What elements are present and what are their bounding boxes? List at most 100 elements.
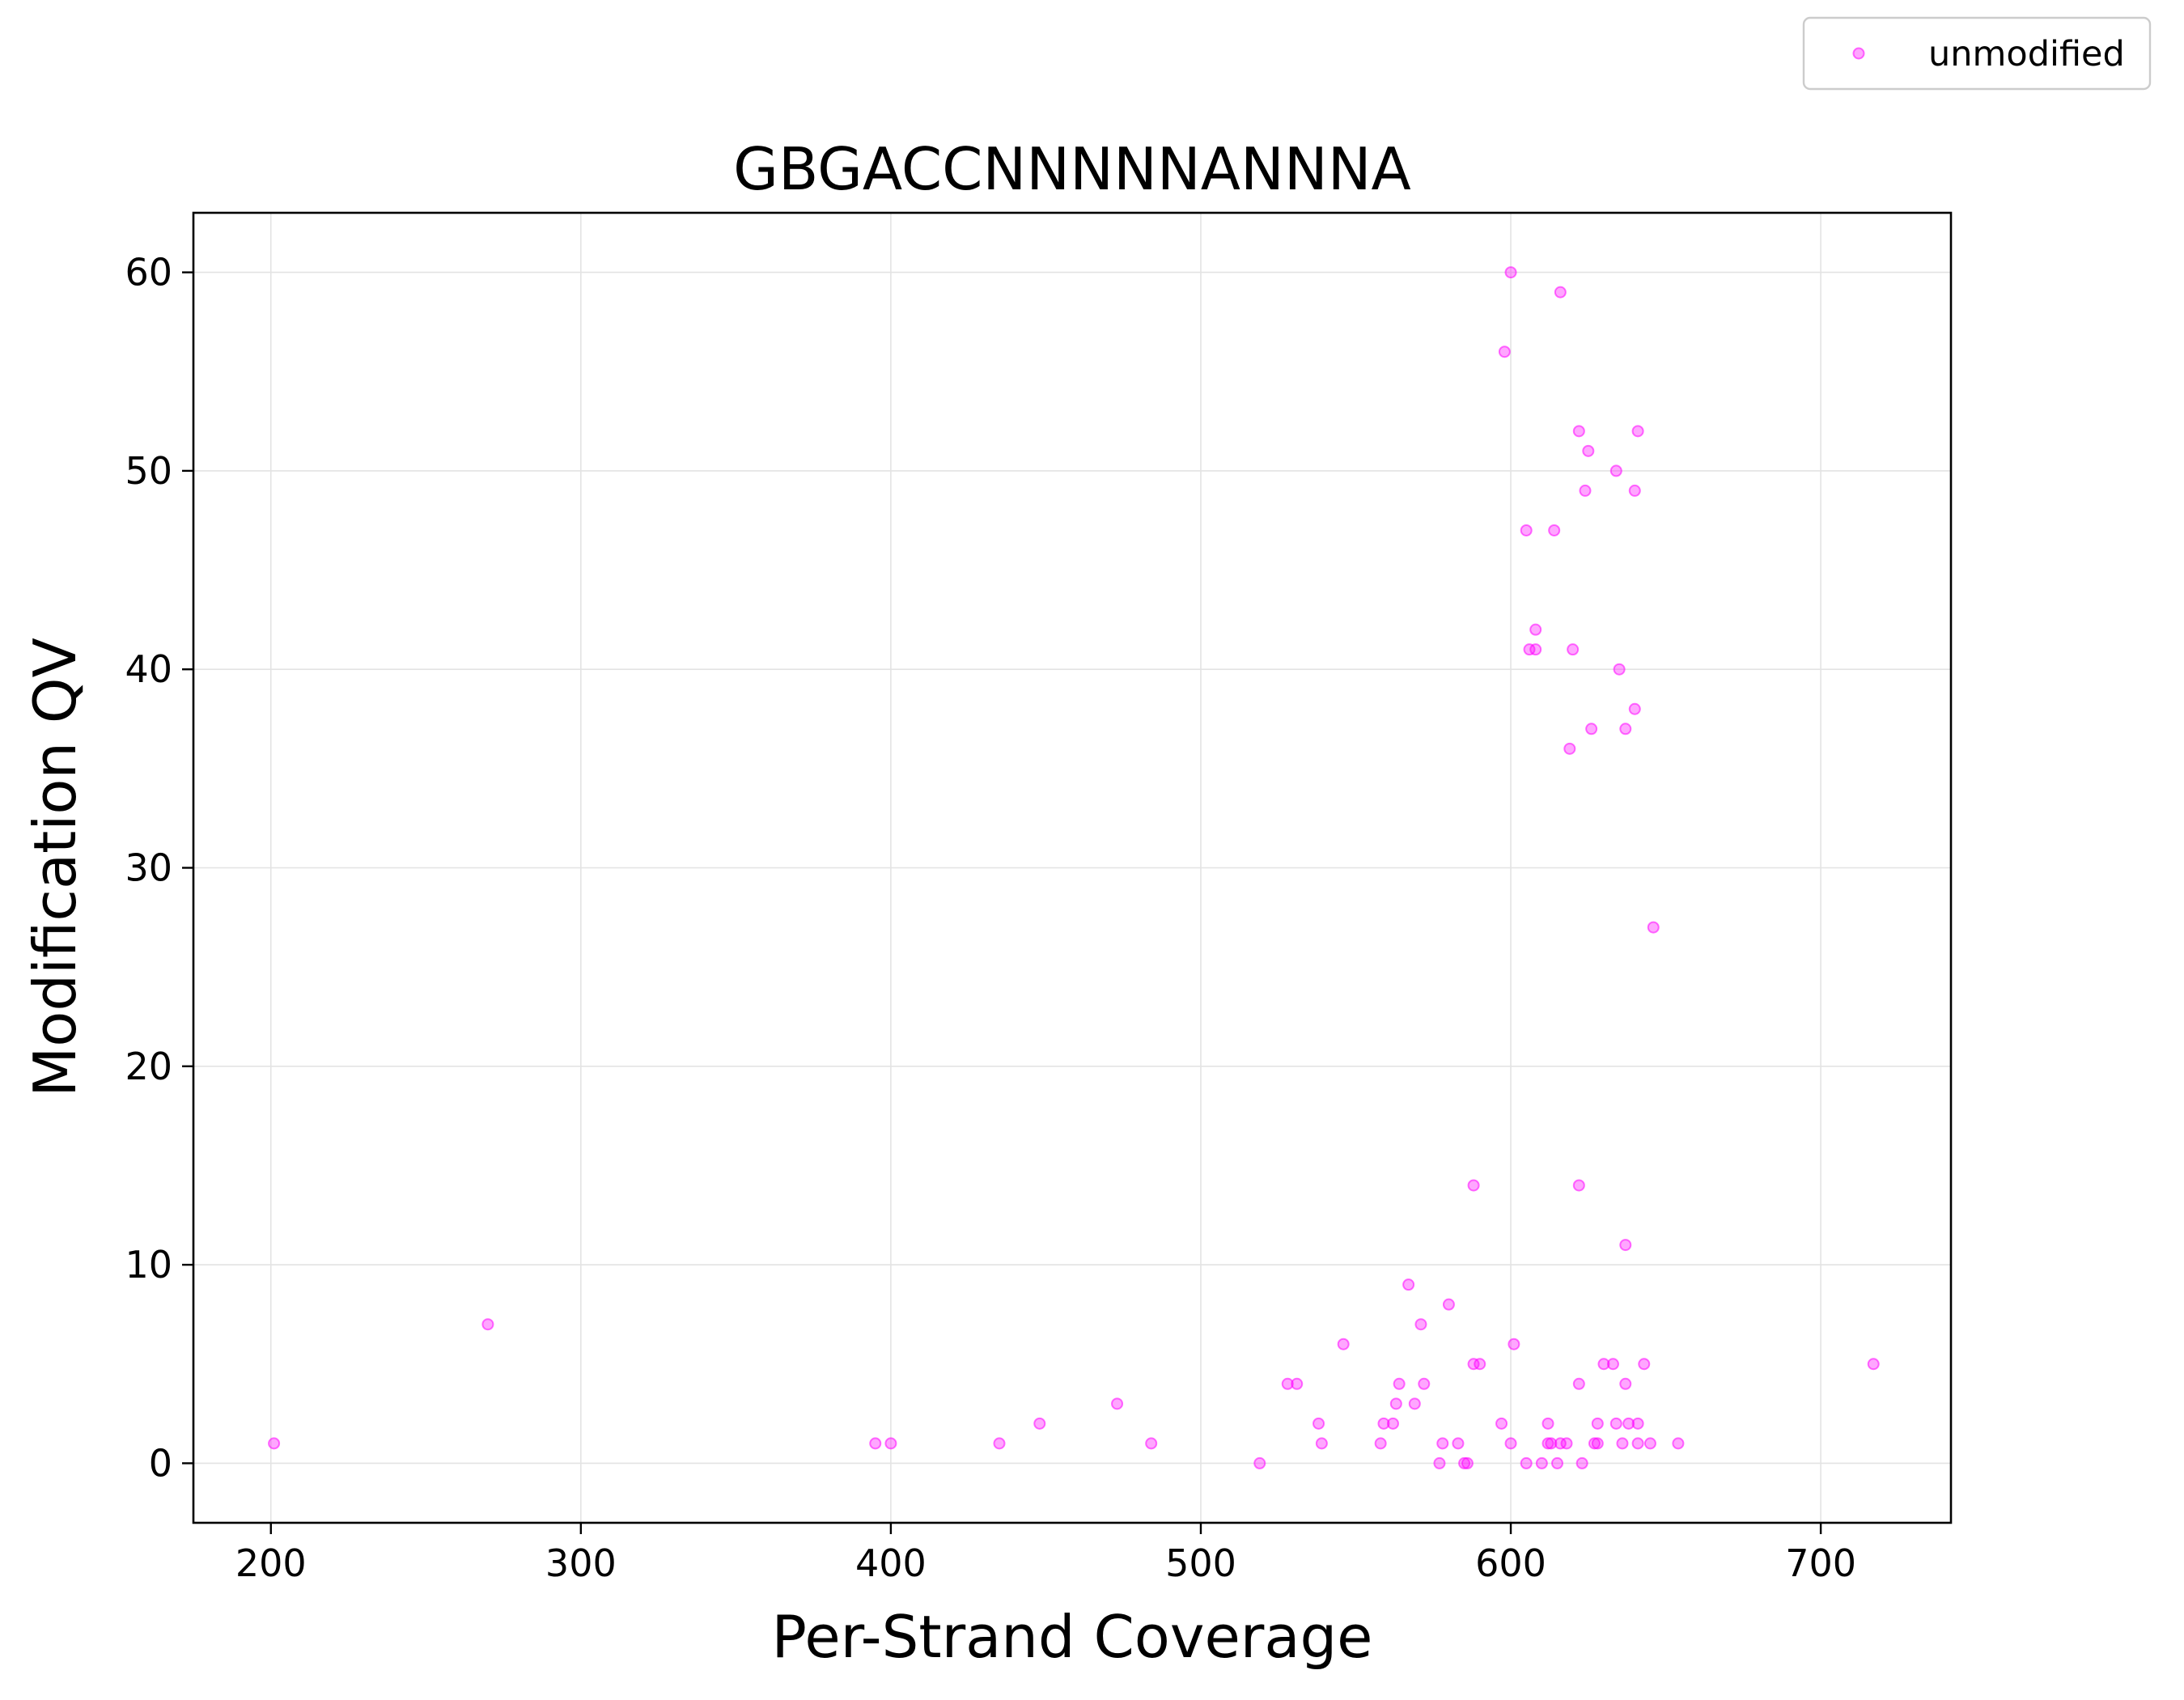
data-point xyxy=(884,1437,897,1450)
data-point xyxy=(1554,286,1567,299)
data-point xyxy=(1628,484,1641,497)
x-tick-label: 600 xyxy=(1475,1541,1546,1585)
data-point xyxy=(1520,524,1533,536)
data-point xyxy=(1613,663,1626,676)
data-point xyxy=(1585,723,1598,736)
x-tick-label: 300 xyxy=(545,1541,617,1585)
data-point xyxy=(1619,1239,1632,1252)
data-point xyxy=(1545,1437,1558,1450)
data-point xyxy=(1386,1417,1399,1430)
data-point xyxy=(1548,524,1561,536)
data-point xyxy=(1145,1437,1158,1450)
data-point xyxy=(1313,1417,1325,1430)
legend: unmodified xyxy=(1802,16,2152,91)
data-point xyxy=(1467,1358,1480,1371)
x-tick-label: 200 xyxy=(235,1541,307,1585)
data-point xyxy=(1315,1437,1328,1450)
y-tick-label: 60 xyxy=(125,251,172,295)
data-point xyxy=(1467,1179,1480,1192)
data-point xyxy=(1867,1358,1880,1371)
data-point xyxy=(268,1437,281,1450)
data-point xyxy=(1619,723,1632,736)
data-point xyxy=(1572,425,1585,438)
data-point xyxy=(1281,1377,1294,1390)
x-tick-label: 500 xyxy=(1165,1541,1236,1585)
y-tick-label: 40 xyxy=(125,647,172,691)
data-point xyxy=(1631,425,1644,438)
y-tick-label: 10 xyxy=(125,1243,172,1287)
data-point xyxy=(1474,1358,1486,1371)
chart-title: GBGACCNNNNNANNNA xyxy=(733,135,1411,203)
data-point xyxy=(1504,1437,1517,1450)
x-tick-label: 700 xyxy=(1785,1541,1856,1585)
grid xyxy=(193,213,1951,1523)
data-point xyxy=(1498,346,1511,358)
data-point xyxy=(1554,1437,1567,1450)
data-point xyxy=(1572,1179,1585,1192)
data-point xyxy=(1560,1437,1573,1450)
data-point xyxy=(1337,1338,1350,1350)
data-point xyxy=(1609,464,1622,477)
data-point xyxy=(1377,1417,1390,1430)
data-point xyxy=(1520,1456,1533,1469)
data-point xyxy=(869,1437,882,1450)
data-point xyxy=(1647,921,1660,934)
data-point xyxy=(1504,266,1517,279)
data-point xyxy=(993,1437,1006,1450)
data-point xyxy=(1638,1358,1651,1371)
data-point xyxy=(1458,1456,1471,1469)
data-point xyxy=(1433,1456,1446,1469)
data-point xyxy=(1591,1437,1604,1450)
legend-box xyxy=(1802,16,2152,91)
x-axis-ticks: 200 300 400 500 600 700 xyxy=(235,1523,1856,1585)
data-point xyxy=(1631,1417,1644,1430)
data-point xyxy=(1563,742,1576,755)
y-tick-label: 30 xyxy=(125,846,172,890)
data-point xyxy=(1436,1437,1449,1450)
data-point xyxy=(1418,1377,1431,1390)
data-point xyxy=(1579,484,1592,497)
data-point xyxy=(1572,1377,1585,1390)
data-point xyxy=(1529,623,1542,636)
data-point xyxy=(1567,643,1580,656)
data-point xyxy=(1609,1417,1622,1430)
data-point xyxy=(1033,1417,1046,1430)
data-point xyxy=(1461,1456,1474,1469)
x-tick-label: 400 xyxy=(855,1541,927,1585)
data-point xyxy=(1414,1318,1427,1331)
data-point xyxy=(1523,643,1536,656)
x-axis-label: Per-Strand Coverage xyxy=(772,1603,1373,1671)
data-point xyxy=(1619,1377,1632,1390)
data-point xyxy=(1628,702,1641,715)
data-point xyxy=(1495,1417,1508,1430)
data-point xyxy=(1393,1377,1406,1390)
data-point xyxy=(1591,1417,1604,1430)
y-tick-label: 50 xyxy=(125,449,172,493)
data-point xyxy=(1542,1437,1554,1450)
data-point xyxy=(1582,444,1595,457)
y-axis-ticks: 0 10 20 30 40 50 60 xyxy=(125,251,193,1485)
data-point xyxy=(1291,1377,1304,1390)
data-point xyxy=(1402,1278,1415,1291)
data-point xyxy=(1111,1397,1124,1410)
data-point xyxy=(1374,1437,1387,1450)
data-point xyxy=(1597,1358,1610,1371)
data-point xyxy=(1389,1397,1402,1410)
data-point xyxy=(1616,1437,1629,1450)
data-point xyxy=(1643,1437,1656,1450)
data-point xyxy=(1588,1437,1601,1450)
y-tick-label: 0 xyxy=(149,1441,172,1485)
data-point xyxy=(481,1318,494,1331)
y-tick-label: 20 xyxy=(125,1045,172,1088)
data-point xyxy=(1631,1437,1644,1450)
data-points xyxy=(268,266,1880,1469)
data-point xyxy=(1606,1358,1619,1371)
data-point xyxy=(1508,1338,1520,1350)
data-point xyxy=(1542,1417,1554,1430)
data-point xyxy=(1622,1417,1635,1430)
data-point xyxy=(1551,1456,1564,1469)
data-point xyxy=(1535,1456,1548,1469)
data-point xyxy=(1442,1298,1455,1311)
